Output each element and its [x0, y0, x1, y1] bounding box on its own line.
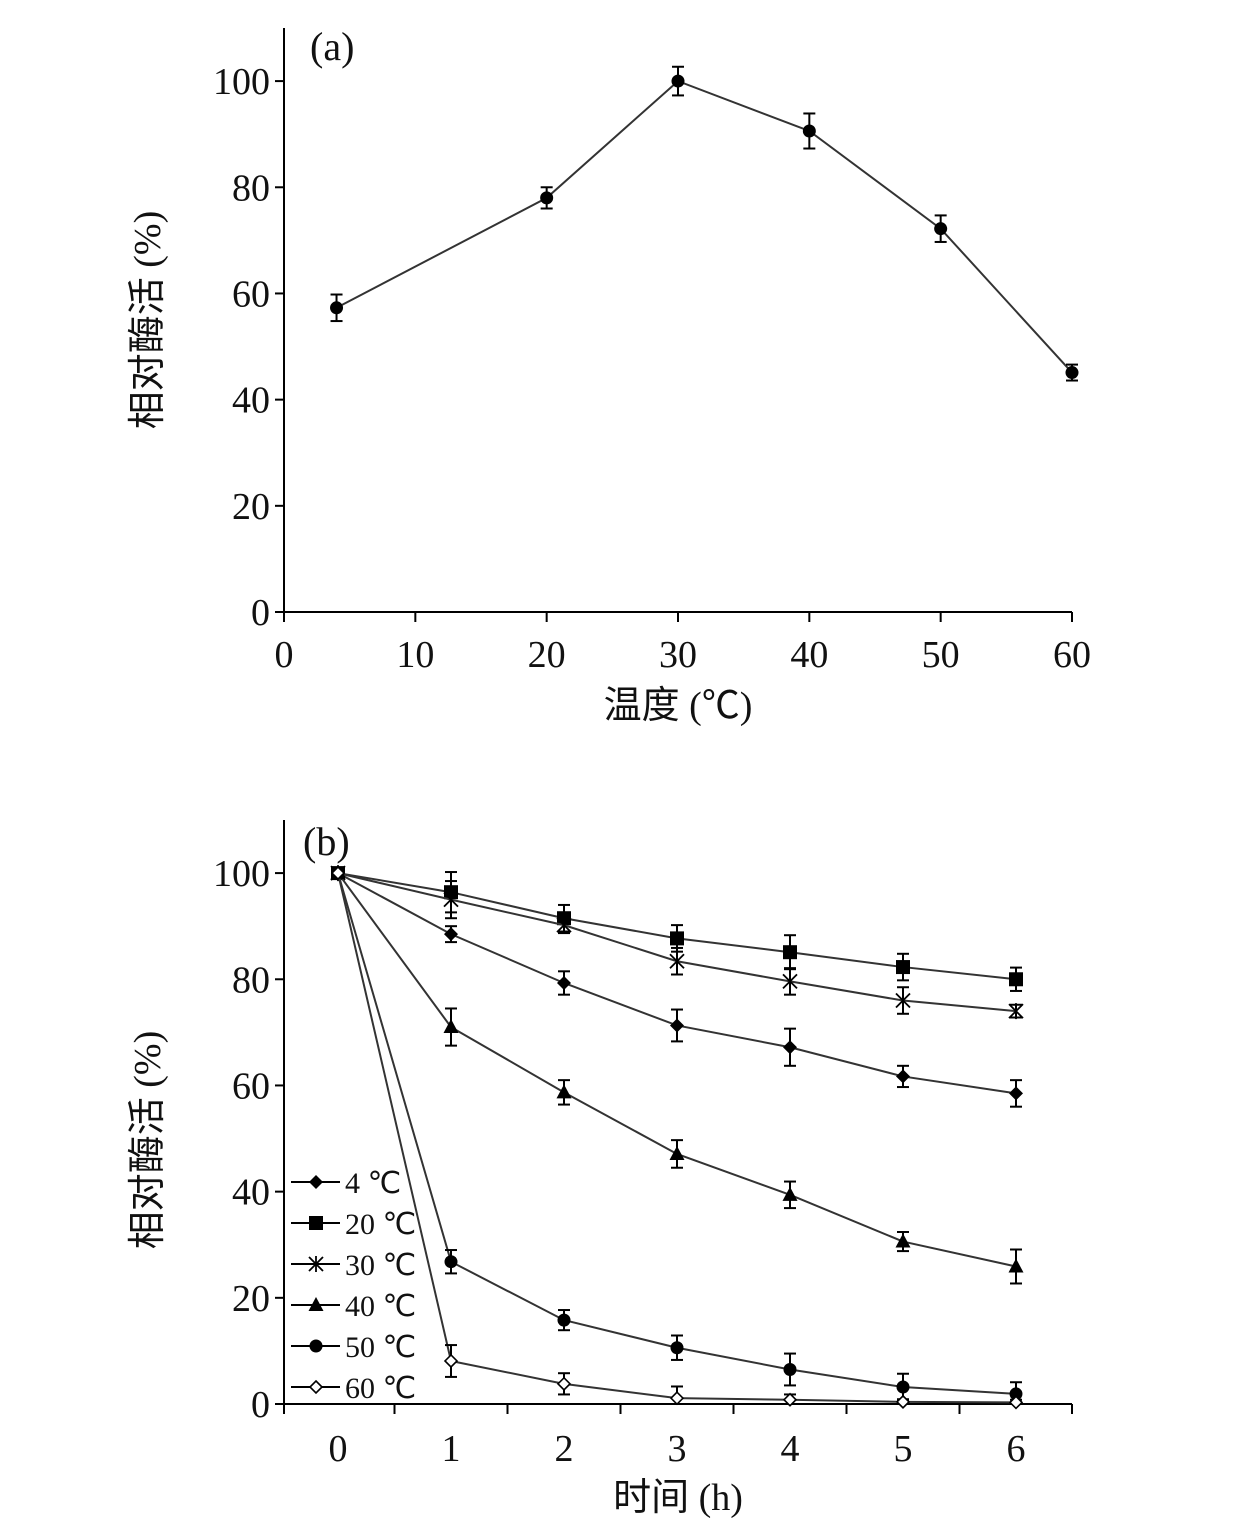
- data-point-a: [802, 124, 816, 138]
- legend-item: 4 ℃: [291, 1167, 401, 1200]
- data-point-b: [1009, 1387, 1023, 1401]
- legend-item: 40 ℃: [291, 1290, 416, 1323]
- data-point-b: [443, 891, 459, 908]
- x-tick-label-b: 3: [668, 1428, 687, 1470]
- data-point-a: [540, 191, 554, 205]
- data-point-a: [330, 301, 344, 315]
- panel-label-b: (b): [303, 819, 350, 864]
- series-line-b: [337, 872, 1017, 1095]
- legend-label: 20 ℃: [345, 1208, 416, 1241]
- x-tick-label-a: 50: [922, 634, 960, 676]
- legend-marker: [309, 1339, 323, 1353]
- data-point-b: [1009, 972, 1023, 987]
- data-point-b: [896, 960, 910, 975]
- series-5: [330, 865, 1024, 1410]
- legend-label: 50 ℃: [345, 1331, 416, 1364]
- x-tick-label-a: 30: [659, 634, 697, 676]
- data-point-b: [556, 1376, 572, 1391]
- x-tick-label-b: 4: [781, 1428, 800, 1470]
- x-axis-title-a: 温度 (℃): [604, 685, 753, 727]
- data-point-b: [1008, 1003, 1024, 1020]
- legend-label: 4 ℃: [345, 1167, 401, 1200]
- data-point-b: [783, 1040, 797, 1055]
- legend-item: 60 ℃: [291, 1372, 416, 1405]
- x-tick-label-b: 2: [555, 1428, 574, 1470]
- x-tick-label-b: 0: [329, 1428, 348, 1470]
- legend-label: 30 ℃: [345, 1249, 416, 1282]
- data-point-b: [896, 1380, 910, 1394]
- data-point-b: [895, 992, 911, 1009]
- x-tick-label-a: 20: [528, 634, 566, 676]
- data-point-b: [330, 865, 346, 881]
- x-tick-label-b: 6: [1007, 1428, 1026, 1470]
- legend-marker: [308, 1297, 324, 1311]
- x-tick-label-b: 5: [894, 1428, 913, 1470]
- series-line-a: [336, 79, 1073, 374]
- legend-marker: [308, 1256, 324, 1272]
- data-point-b: [670, 1341, 684, 1355]
- data-point-b: [1008, 1258, 1024, 1273]
- legend-label: 60 ℃: [345, 1372, 416, 1405]
- data-point-b: [670, 1018, 684, 1033]
- data-point-b: [669, 953, 685, 970]
- data-point-a: [671, 74, 685, 88]
- series-0: [331, 866, 1023, 1108]
- y-tick-label-b: 0: [251, 1384, 270, 1426]
- x-tick-label-a: 40: [790, 634, 828, 676]
- data-point-b: [557, 1313, 571, 1327]
- legend-item: 30 ℃: [291, 1249, 416, 1282]
- panel-label-a: (a): [310, 24, 354, 69]
- y-tick-label-a: 40: [232, 380, 270, 422]
- legend-b: 4 ℃ 20 ℃ 30 ℃ 40 ℃ 50 ℃ 60 ℃: [291, 1167, 416, 1405]
- y-tick-label-a: 20: [232, 486, 270, 528]
- x-tick-label-a: 60: [1053, 634, 1091, 676]
- data-point-b: [782, 1392, 798, 1407]
- data-point-b: [444, 1255, 458, 1269]
- y-tick-label-b: 60: [232, 1065, 270, 1107]
- data-point-b: [670, 931, 684, 946]
- data-point-b: [783, 945, 797, 960]
- y-tick-label-b: 100: [213, 853, 270, 895]
- data-point-a: [934, 222, 948, 236]
- y-tick-label-b: 80: [232, 959, 270, 1001]
- y-tick-label-b: 20: [232, 1278, 270, 1320]
- data-point-b: [782, 973, 798, 990]
- chart-panel-a: (a) 温度 (℃) 相对酶活 (%) 0 20 40 60 80 100 0 10 20 30 4…: [127, 24, 1091, 727]
- data-point-b: [782, 1186, 798, 1201]
- data-point-b: [669, 1391, 685, 1406]
- y-tick-label-a: 0: [251, 592, 270, 634]
- y-tick-label-a: 80: [232, 167, 270, 209]
- x-axis-title-b: 时间 (h): [613, 1477, 743, 1519]
- data-point-b: [783, 1362, 797, 1376]
- x-tick-label-a: 0: [275, 634, 294, 676]
- legend-marker: [309, 1216, 323, 1230]
- data-point-b: [895, 1233, 911, 1248]
- data-point-b: [669, 1145, 685, 1160]
- data-point-b: [895, 1394, 911, 1410]
- y-axis-title-a: 相对酶活 (%): [127, 211, 169, 429]
- data-point-a: [1065, 366, 1079, 380]
- legend-marker: [309, 1175, 323, 1189]
- data-point-b: [1009, 1086, 1023, 1101]
- data-point-b: [557, 975, 571, 990]
- data-point-b: [556, 917, 572, 934]
- legend-item: 50 ℃: [291, 1331, 416, 1364]
- x-tick-label-b: 1: [442, 1428, 461, 1470]
- data-point-b: [556, 1084, 572, 1099]
- y-tick-label-b: 40: [232, 1172, 270, 1214]
- data-point-b: [443, 1019, 459, 1034]
- y-axis-title-b: 相对酶活 (%): [127, 1031, 169, 1249]
- data-point-b: [443, 1353, 459, 1369]
- legend-label: 40 ℃: [345, 1290, 416, 1323]
- legend-item: 20 ℃: [291, 1208, 416, 1241]
- y-tick-label-a: 60: [232, 273, 270, 315]
- chart-panel-b: (b) 时间 (h) 相对酶活 (%) 0 20 40 60 80 100 0 1 2 3 4 5 6 4…: [127, 819, 1073, 1519]
- data-point-b: [444, 927, 458, 942]
- data-point-b: [1008, 1395, 1024, 1410]
- legend-marker: [308, 1379, 324, 1395]
- y-tick-label-a: 100: [213, 61, 270, 103]
- x-tick-label-a: 10: [396, 634, 434, 676]
- data-point-b: [896, 1069, 910, 1084]
